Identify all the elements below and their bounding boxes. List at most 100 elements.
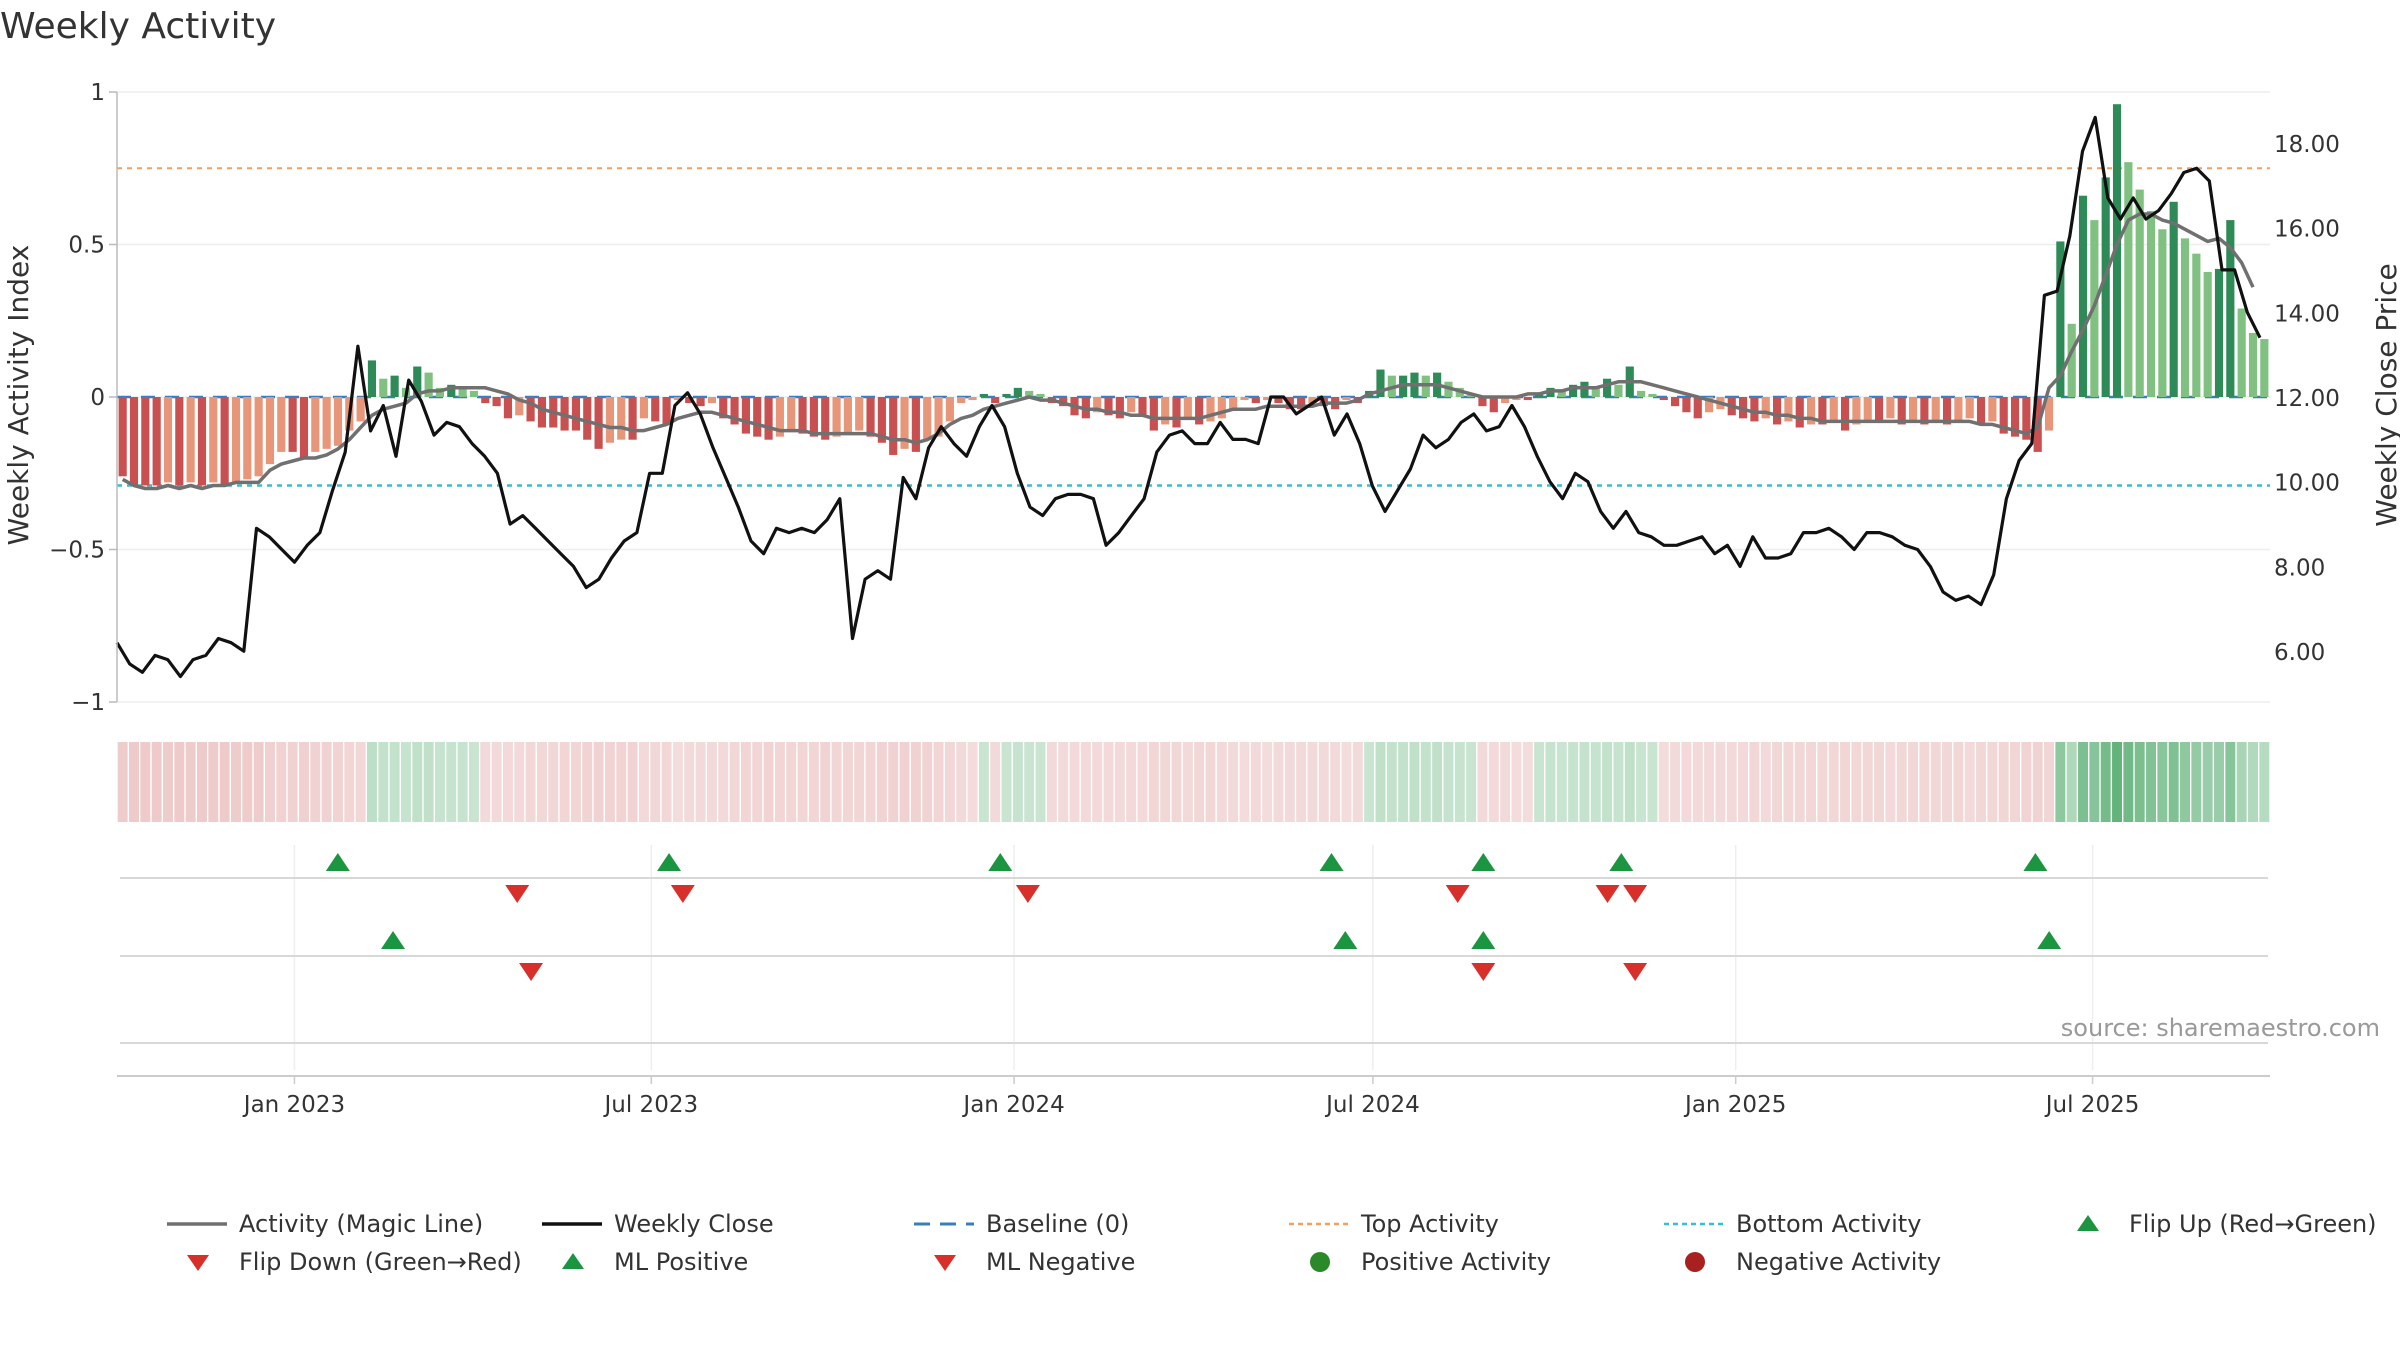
- strip-cell: [820, 742, 831, 822]
- chart-title: Weekly Activity: [0, 6, 277, 47]
- strip-cell: [1647, 742, 1658, 822]
- legend-label: Negative Activity: [1736, 1248, 1942, 1276]
- flip-down-marker: [1015, 885, 1040, 903]
- activity-bar: [118, 397, 127, 477]
- activity-bar: [175, 397, 184, 486]
- strip-cell: [1772, 742, 1783, 822]
- activity-bar: [832, 397, 841, 437]
- activity-bar: [1852, 397, 1861, 425]
- strip-cell: [332, 742, 343, 822]
- strip-cell: [1114, 742, 1125, 822]
- legend-swatch-baseline: [914, 1222, 974, 1226]
- strip-cell: [140, 742, 151, 822]
- strip-cell: [1670, 742, 1681, 822]
- x-tick-label: Jan 2023: [242, 1092, 345, 1118]
- activity-bar: [356, 397, 365, 422]
- activity-bar: [1659, 397, 1668, 401]
- strip-cell: [253, 742, 264, 822]
- strip-cell: [1806, 742, 1817, 822]
- activity-bar: [821, 397, 830, 440]
- activity-bar: [379, 378, 388, 397]
- activity-bar: [503, 397, 513, 419]
- activity-bar: [492, 397, 501, 407]
- strip-cell: [298, 742, 309, 822]
- legend-swatch-mlpos: [562, 1253, 584, 1269]
- strip-cell: [604, 742, 615, 822]
- activity-bar: [2203, 271, 2212, 397]
- strip-cell: [1364, 742, 1375, 822]
- legend-swatch-flipdown: [187, 1255, 209, 1271]
- activity-bar: [1908, 397, 1918, 422]
- strip-cell: [706, 742, 717, 822]
- strip-cell: [1704, 742, 1715, 822]
- legend-item-bottom: Bottom Activity: [1662, 1209, 1921, 1239]
- activity-bar: [957, 397, 966, 404]
- activity-bar: [424, 372, 433, 397]
- x-tick-label: Jul 2024: [1324, 1092, 1420, 1118]
- flip-up-marker: [1471, 853, 1496, 871]
- activity-bar: [571, 397, 581, 431]
- strip-cell: [389, 742, 400, 822]
- strip-cell: [1058, 742, 1069, 822]
- strip-cell: [1171, 742, 1182, 822]
- activity-strip: [117, 742, 2270, 822]
- activity-bar: [1840, 397, 1850, 431]
- strip-cell: [865, 742, 876, 822]
- legend-swatch-close: [542, 1222, 602, 1226]
- strip-cell: [831, 742, 842, 822]
- strip-cell: [2168, 742, 2179, 822]
- strip-cell: [944, 742, 955, 822]
- y-tick-label-left: 0: [90, 385, 105, 411]
- strip-cell: [1307, 742, 1318, 822]
- strip-cell: [536, 742, 547, 822]
- strip-cell: [2010, 742, 2021, 822]
- strip-cell: [1602, 742, 1613, 822]
- ml-positive-marker: [381, 931, 406, 949]
- legend-item-magic: Activity (Magic Line): [165, 1209, 483, 1239]
- strip-cell: [1296, 742, 1307, 822]
- strip-cell: [1262, 742, 1273, 822]
- strip-cell: [1874, 742, 1885, 822]
- activity-bar: [1999, 397, 2008, 434]
- strip-cell: [355, 742, 366, 822]
- strip-cell: [1194, 742, 1205, 822]
- strip-cell: [1964, 742, 1975, 822]
- strip-cell: [2146, 742, 2157, 822]
- strip-cell: [502, 742, 513, 822]
- activity-bar: [911, 397, 920, 452]
- strip-cell: [1681, 742, 1692, 822]
- strip-cell: [684, 742, 695, 822]
- strip-cell: [1783, 742, 1794, 822]
- ml-positive-marker: [2037, 931, 2062, 949]
- strip-cell: [1908, 742, 1919, 822]
- legend-item-negact: Negative Activity: [1662, 1247, 1941, 1277]
- signal-markers: [325, 853, 2062, 981]
- strip-cell: [378, 742, 389, 822]
- activity-bar: [662, 397, 671, 425]
- activity-bar: [900, 397, 909, 449]
- weekly-close-layer: [115, 115, 2262, 679]
- flip-down-marker: [670, 885, 695, 903]
- activity-bar: [1614, 384, 1623, 397]
- activity-bar: [1195, 397, 1204, 425]
- strip-cell: [1024, 742, 1035, 822]
- activity-bar: [2158, 229, 2167, 397]
- strip-cell: [264, 742, 275, 822]
- strip-cell: [2236, 742, 2247, 822]
- activity-bar: [469, 390, 479, 397]
- activity-bar: [775, 397, 784, 437]
- strip-cell: [1840, 742, 1851, 822]
- activity-bar: [277, 397, 286, 452]
- activity-bar: [367, 360, 377, 397]
- activity-bar: [413, 366, 422, 397]
- legend-item-posact: Positive Activity: [1287, 1247, 1551, 1277]
- strip-cell: [1534, 742, 1545, 822]
- legend-item-mlneg: ML Negative: [912, 1247, 1135, 1277]
- activity-bar: [1149, 397, 1158, 431]
- strip-cell: [2112, 742, 2123, 822]
- strip-cell: [412, 742, 423, 822]
- strip-cell: [366, 742, 377, 822]
- y-tick-label-left: −1: [71, 690, 105, 716]
- strip-cell: [2214, 742, 2224, 822]
- strip-cell: [1375, 742, 1386, 822]
